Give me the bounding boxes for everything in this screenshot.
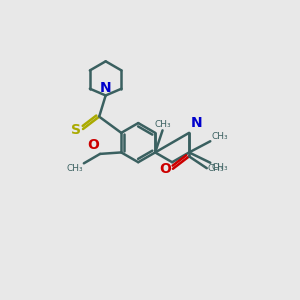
Text: CH₃: CH₃	[66, 164, 83, 173]
Text: O: O	[87, 138, 99, 152]
Text: O: O	[159, 162, 171, 176]
Text: CH₃: CH₃	[154, 120, 171, 129]
Text: S: S	[70, 124, 81, 137]
Text: N: N	[100, 81, 112, 95]
Text: CH₃: CH₃	[212, 163, 228, 172]
Text: CH₃: CH₃	[212, 132, 228, 141]
Text: CH₃: CH₃	[208, 164, 225, 173]
Text: N: N	[190, 116, 202, 130]
